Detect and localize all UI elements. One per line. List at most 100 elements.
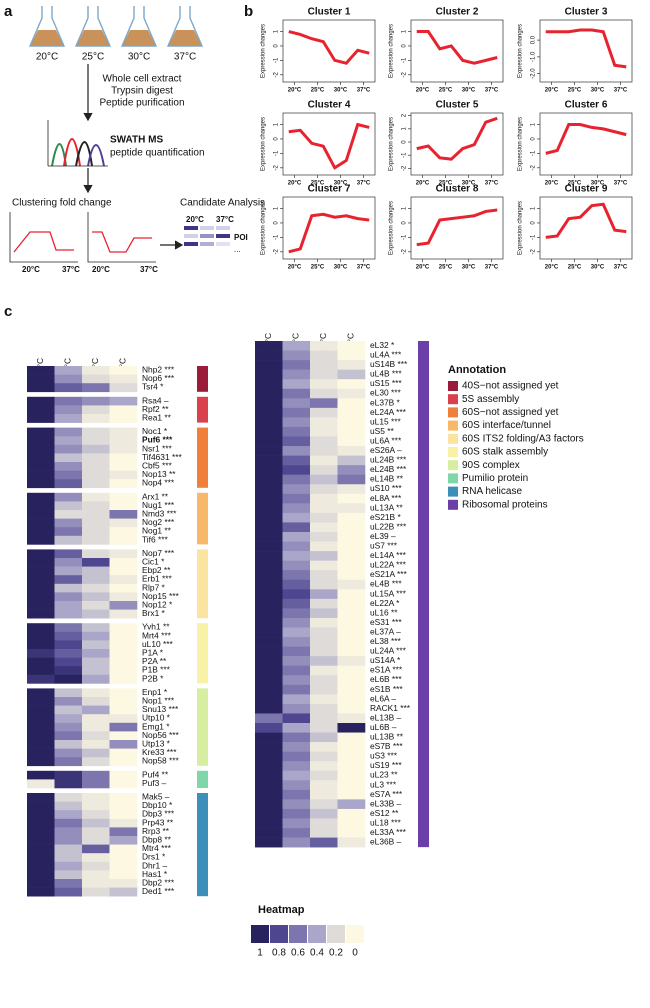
legend-tick: 0.2 — [329, 948, 343, 959]
heatmap-cell — [82, 501, 110, 511]
cluster-line — [416, 116, 498, 161]
heatmap-cell — [27, 535, 55, 545]
heatmap-cell — [337, 484, 366, 495]
plot-frame — [282, 112, 376, 176]
gene-label: Tsr4 * — [142, 382, 164, 392]
heatmap-cell — [27, 527, 55, 537]
heatmap-cell — [27, 383, 55, 393]
gene-label: Kre33 *** — [142, 747, 177, 757]
gene-label: Snu13 *** — [142, 704, 179, 714]
gene-label: Mak5 – — [142, 792, 170, 802]
heatmap-cell — [310, 446, 338, 456]
heatmap-cell — [27, 462, 55, 471]
heatmap-cell — [282, 503, 311, 514]
heatmap-cell — [54, 853, 83, 863]
legend-label: RNA helicase — [462, 486, 522, 497]
heatmap-cell — [27, 801, 55, 811]
annotation-bar — [418, 341, 429, 848]
heatmap-cell — [255, 694, 283, 705]
heatmap-cell — [310, 656, 338, 666]
legend-swatch — [448, 447, 458, 457]
heatmap-cell — [109, 818, 138, 828]
heatmap-cell — [337, 503, 366, 514]
heatmap-cell — [27, 427, 55, 437]
cluster-title: Cluster 6 — [565, 100, 608, 111]
gene-label: P1A * — [142, 648, 164, 658]
gene-label: Nop13 ** — [142, 469, 176, 479]
heatmap-cell — [82, 731, 110, 741]
heatmap-cell — [337, 742, 366, 752]
heatmap-cell — [310, 837, 338, 848]
heatmap-cell — [337, 379, 366, 390]
legend-swatch — [448, 486, 458, 497]
heatmap-cell — [82, 492, 110, 502]
gene-label: Prp43 ** — [142, 817, 174, 827]
heatmap-cell — [255, 761, 283, 772]
gene-label: eL4B *** — [370, 579, 402, 589]
heatmap-cell — [310, 617, 338, 628]
heatmap-cell — [82, 479, 110, 489]
annotation-bar — [197, 427, 208, 488]
heatmap-cell — [337, 541, 366, 552]
x-tick-label: 25°C — [568, 88, 582, 94]
heatmap-cell — [82, 436, 110, 446]
x-tick-label: 25°C — [439, 265, 453, 271]
y-axis-label: Expression changes — [518, 117, 524, 171]
x-tick-label: 30°C — [462, 88, 476, 94]
table-end: 37°C — [216, 215, 234, 224]
heatmap-cell — [27, 470, 55, 480]
heatmap-cell — [27, 558, 55, 567]
gene-label: eL39 – — [370, 531, 396, 541]
heatmap-cell — [27, 453, 55, 463]
temperature: 37°C — [174, 52, 196, 63]
legend-color — [327, 925, 345, 943]
heatmap-cell — [282, 627, 311, 638]
legend-label: 90S complex — [462, 460, 520, 471]
heatmap-cell — [310, 694, 338, 705]
temperature: 30°C — [128, 52, 150, 63]
heatmap-cell — [337, 455, 366, 466]
heatmap-cell — [310, 589, 338, 600]
gene-label: uS3 *** — [370, 751, 398, 761]
heatmap-cell — [54, 558, 83, 567]
heatmap-cell — [82, 527, 110, 537]
heatmap-cell — [109, 801, 138, 811]
heatmap-cell — [27, 722, 55, 732]
heatmap-cell — [82, 793, 110, 802]
heatmap-cell — [54, 887, 83, 897]
x-tick-label: 30°C — [462, 181, 476, 187]
heatmap-cell — [27, 879, 55, 888]
x-tick-label: 25°C — [311, 181, 325, 187]
heatmap-cell — [282, 493, 311, 504]
heatmap-cell — [337, 551, 366, 561]
heatmap-cell — [310, 646, 338, 657]
heatmap-cell — [282, 417, 311, 428]
cluster-title: Cluster 4 — [308, 100, 351, 111]
legend-label: 60S interface/tunnel — [462, 420, 551, 431]
heatmap-cell — [337, 350, 366, 361]
legend-color — [346, 925, 364, 943]
gene-label: uL22B *** — [370, 521, 407, 531]
heatmap-cell — [337, 780, 366, 791]
heatmap-cell — [109, 462, 138, 471]
heatmap-cell — [337, 627, 366, 638]
heatmap-cell — [282, 407, 311, 418]
heatmap-cell — [282, 799, 311, 810]
heatmap-cell — [54, 436, 83, 446]
y-tick-label: 1 — [274, 29, 280, 33]
heatmap-cell — [255, 426, 283, 437]
heatmap-cell — [27, 836, 55, 845]
heatmap-cell — [54, 566, 83, 576]
heatmap-cell — [82, 592, 110, 602]
gene-label: Emg1 * — [142, 721, 170, 731]
cluster-line — [288, 212, 370, 254]
gene-label: Enp1 * — [142, 687, 168, 697]
heatmap-cell — [54, 714, 83, 724]
heatmap-cell — [54, 870, 83, 880]
x-tick-label: 20°C — [288, 88, 302, 94]
y-tick-label: -1 — [531, 234, 537, 240]
heatmap-cell — [27, 853, 55, 863]
heatmap-cell — [109, 383, 138, 393]
heatmap-cell — [82, 462, 110, 471]
heatmap-cell — [310, 627, 338, 638]
